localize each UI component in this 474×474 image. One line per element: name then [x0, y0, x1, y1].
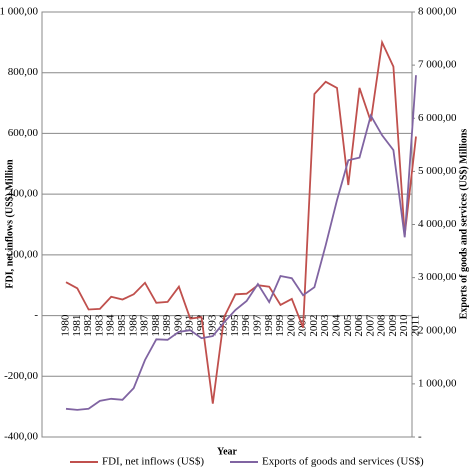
- x-tick-label: 1983: [93, 314, 105, 337]
- x-tick-label: 2007: [364, 314, 376, 337]
- x-tick-label: 1997: [251, 314, 263, 337]
- series-line: [65, 39, 417, 404]
- y2-tick-label: 7 000,00: [418, 59, 457, 71]
- x-tick-label: 1982: [82, 315, 94, 337]
- legend-label: FDI, net inflows (US$): [102, 456, 204, 468]
- y-tick-label: -: [34, 309, 38, 321]
- y-tick-label: 600,00: [8, 127, 39, 139]
- y-tick-label: 800,00: [8, 66, 39, 78]
- x-tick-label: 2009: [387, 314, 399, 337]
- x-tick-label: 1987: [139, 314, 151, 337]
- y-axis-title: FDI, net inflows (US$) Million: [4, 159, 15, 289]
- x-tick-label: 2010: [398, 314, 410, 337]
- x-tick-label: 1996: [240, 314, 252, 337]
- x-tick-label: 1981: [71, 315, 83, 337]
- x-tick-label: 2004: [330, 314, 342, 337]
- x-tick-label: 2011: [410, 315, 422, 337]
- x-tick-label: 2006: [353, 314, 365, 337]
- series-line: [65, 75, 417, 411]
- y2-tick-label: 2 000,00: [418, 324, 457, 336]
- x-tick-label: 1988: [150, 314, 162, 337]
- y-tick-label: -200,00: [4, 370, 38, 382]
- x-tick-label: 1989: [161, 314, 173, 337]
- x-tick-label: 1985: [116, 314, 128, 337]
- y2-tick-label: 3 000,00: [418, 271, 457, 283]
- y-tick-label: 200,00: [8, 248, 39, 260]
- y-tick-label: 400,00: [8, 188, 39, 200]
- x-tick-label: 1980: [60, 314, 72, 337]
- x-axis-title: Year: [217, 446, 238, 457]
- y2-axis-title: Exports of goods and services (US$) Mill…: [458, 129, 469, 320]
- x-tick-label: 1984: [105, 314, 117, 337]
- x-tick-label: 1986: [127, 314, 139, 337]
- y-tick-label: 1 000,00: [0, 6, 39, 18]
- x-tick-label: 1995: [229, 314, 241, 337]
- y2-tick-label: 1 000,00: [418, 377, 457, 389]
- y2-tick-label: 6 000,00: [418, 112, 457, 124]
- plot-frame: [41, 11, 413, 438]
- y2-tick-label: -: [418, 431, 422, 443]
- x-tick-label: 2000: [285, 314, 297, 337]
- x-tick-label: 1998: [263, 314, 275, 337]
- x-tick-label: 2008: [376, 314, 388, 337]
- legend-label: Exports of goods and services (US$): [262, 456, 424, 468]
- y2-tick-label: 8 000,00: [418, 6, 457, 18]
- x-tick-label: 1993: [206, 314, 218, 337]
- x-tick-label: 1999: [274, 314, 286, 337]
- x-tick-label: 2002: [308, 315, 320, 337]
- y-tick-label: -400,00: [4, 431, 38, 443]
- x-tick-label: 2003: [319, 314, 331, 337]
- y2-tick-label: 4 000,00: [418, 218, 457, 230]
- x-tick-label: 2005: [342, 314, 354, 337]
- y2-tick-label: 5 000,00: [418, 165, 457, 177]
